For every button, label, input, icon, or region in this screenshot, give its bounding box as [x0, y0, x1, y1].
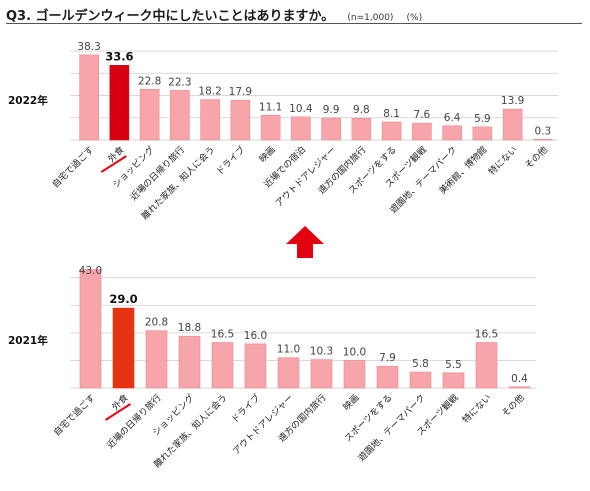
value-label: 16.0 — [244, 330, 267, 342]
bar-特にない — [502, 108, 523, 141]
category-label: 映画 — [257, 144, 278, 165]
bar-スポーツをする — [381, 121, 402, 141]
value-label: 20.8 — [145, 317, 168, 329]
category-label: 近場の日帰り旅行 — [104, 392, 163, 451]
value-label: 5.5 — [445, 359, 462, 371]
value-label: 8.1 — [383, 108, 400, 120]
bar-美術館、博物館 — [472, 126, 493, 141]
year-label: 2022年 — [8, 94, 48, 107]
value-label: 9.8 — [353, 104, 370, 116]
value-label: 10.0 — [343, 346, 366, 358]
category-label: その他 — [522, 144, 550, 172]
value-label: 13.9 — [501, 95, 524, 107]
category-label: 特にない — [486, 144, 520, 178]
category-label: アウトドアレジャー — [231, 392, 296, 457]
bar-映画 — [260, 115, 281, 141]
year-label: 2021年 — [8, 334, 48, 347]
value-label: 7.9 — [379, 352, 396, 364]
value-label: 17.9 — [229, 86, 252, 98]
bar-遊園地、テーマパーク — [442, 125, 462, 141]
bar-遊園地、テーマパーク — [409, 371, 432, 389]
title-underline-rule — [6, 23, 582, 24]
value-label: 7.6 — [414, 109, 431, 121]
bar-アウトドアレジャー — [277, 357, 300, 389]
bar-映画 — [343, 360, 366, 389]
bar-その他 — [508, 386, 531, 389]
category-label: 映画 — [340, 392, 361, 413]
up-arrow-icon — [286, 226, 324, 258]
bar-離れた家族、知人に会う — [211, 342, 234, 389]
value-label: 10.4 — [289, 103, 313, 115]
bar-遠方の国内旅行 — [310, 359, 333, 389]
bar-特にない — [475, 342, 498, 389]
chart-panel-2021年: 2021年43.0自宅で過ごす29.0外食20.8近場の日帰り旅行18.8ショッ… — [8, 265, 536, 470]
category-label: ドライブ — [214, 144, 248, 178]
bar-ドライブ — [230, 99, 251, 141]
question-title: Q3. ゴールデンウィーク中にしたいことはありますか。 — [6, 9, 335, 24]
bar-自宅で過ごす — [79, 54, 99, 141]
bar-遠方の国内旅行 — [351, 117, 372, 141]
value-label: 0.4 — [511, 373, 528, 385]
value-label: 22.8 — [138, 75, 161, 87]
value-label: 10.3 — [310, 346, 333, 358]
category-label: 自宅で過ごす — [51, 392, 98, 439]
bar-ショッピング — [178, 335, 201, 389]
value-label: 18.8 — [178, 322, 201, 334]
value-label: 0.3 — [535, 125, 552, 137]
value-label: 43.0 — [79, 265, 102, 277]
value-label: 9.9 — [323, 104, 340, 116]
bar-ドライブ — [244, 343, 267, 389]
unit-note: (%) — [406, 13, 423, 23]
category-label: 近場の日帰り旅行 — [128, 144, 187, 203]
sample-size-note: (n=1,000) — [347, 13, 394, 23]
bar-外食 — [112, 307, 135, 389]
value-label: 18.2 — [198, 86, 221, 98]
highlight-underline — [104, 403, 132, 421]
value-label: 11.0 — [277, 344, 300, 356]
bar-スポーツ観戦 — [442, 372, 465, 389]
bar-自宅で過ごす — [79, 269, 102, 389]
category-label: その他 — [499, 392, 527, 420]
bar-近場の日帰り旅行 — [145, 330, 168, 389]
value-label: 6.4 — [444, 112, 461, 124]
bar-離れた家族、知人に会う — [200, 99, 220, 141]
bar-近場での宿泊 — [291, 116, 311, 141]
value-label: 5.9 — [474, 113, 491, 125]
chart-header: Q3. ゴールデンウィーク中にしたいことはありますか。 (n=1,000) (%… — [6, 5, 586, 24]
value-label: 29.0 — [109, 292, 137, 306]
bar-ショッピング — [139, 89, 160, 141]
bar-その他 — [533, 139, 553, 141]
bar-スポーツ観戦 — [412, 122, 432, 141]
bar-近場の日帰り旅行 — [170, 90, 190, 141]
value-label: 5.8 — [412, 358, 429, 370]
category-label: 特にない — [460, 392, 494, 426]
bar-アウトドアレジャー — [321, 117, 341, 141]
value-label: 11.1 — [259, 101, 282, 113]
highlight-underline — [100, 155, 127, 173]
bar-スポーツをする — [376, 365, 399, 389]
value-label: 16.5 — [211, 329, 234, 341]
value-label: 33.6 — [105, 49, 133, 63]
value-label: 16.5 — [475, 329, 498, 341]
value-label: 22.3 — [168, 76, 191, 88]
category-label: 自宅で過ごす — [50, 144, 97, 191]
chart-panel-2022年: 2022年38.3自宅で過ごす33.6外食22.8ショッピング22.3近場の日帰… — [8, 41, 558, 222]
bar-外食 — [109, 65, 130, 141]
value-label: 38.3 — [77, 41, 100, 53]
category-label: ドライブ — [229, 392, 263, 426]
